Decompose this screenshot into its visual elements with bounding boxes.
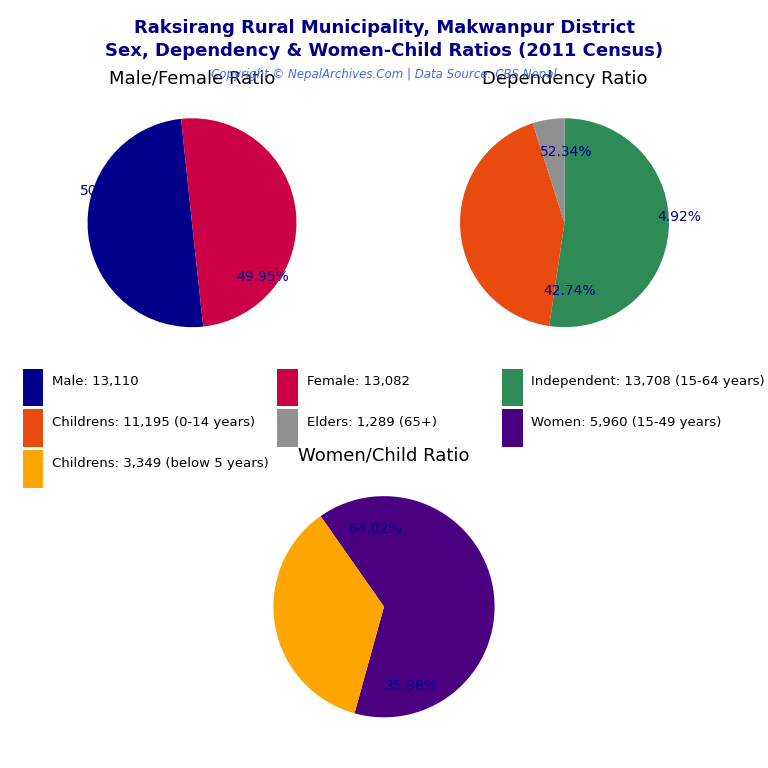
Wedge shape <box>88 119 204 327</box>
Title: Women/Child Ratio: Women/Child Ratio <box>298 446 470 464</box>
Wedge shape <box>460 123 564 326</box>
Text: Raksirang Rural Municipality, Makwanpur District: Raksirang Rural Municipality, Makwanpur … <box>134 19 634 37</box>
Text: 50.05%: 50.05% <box>80 184 133 198</box>
Text: 4.92%: 4.92% <box>657 210 701 224</box>
Text: 49.95%: 49.95% <box>237 270 290 284</box>
Text: 64.02%: 64.02% <box>349 522 402 536</box>
Bar <box>23 450 43 488</box>
Title: Male/Female Ratio: Male/Female Ratio <box>109 70 275 88</box>
Text: 35.98%: 35.98% <box>386 680 438 694</box>
Wedge shape <box>533 118 564 223</box>
Bar <box>23 409 43 447</box>
Bar <box>23 369 43 406</box>
Text: Independent: 13,708 (15-64 years): Independent: 13,708 (15-64 years) <box>531 375 765 388</box>
Text: Copyright © NepalArchives.Com | Data Source: CBS Nepal: Copyright © NepalArchives.Com | Data Sou… <box>211 68 557 81</box>
Wedge shape <box>549 118 669 327</box>
Wedge shape <box>320 496 495 717</box>
Wedge shape <box>273 516 384 713</box>
Bar <box>277 369 298 406</box>
Text: Female: 13,082: Female: 13,082 <box>306 375 409 388</box>
Text: Women: 5,960 (15-49 years): Women: 5,960 (15-49 years) <box>531 416 722 429</box>
Text: Childrens: 11,195 (0-14 years): Childrens: 11,195 (0-14 years) <box>52 416 255 429</box>
Wedge shape <box>181 118 296 326</box>
Text: 42.74%: 42.74% <box>544 283 596 298</box>
Title: Dependency Ratio: Dependency Ratio <box>482 70 647 88</box>
Text: Elders: 1,289 (65+): Elders: 1,289 (65+) <box>306 416 436 429</box>
Bar <box>502 409 522 447</box>
Text: Male: 13,110: Male: 13,110 <box>52 375 139 388</box>
Bar <box>502 369 522 406</box>
Text: 52.34%: 52.34% <box>541 144 593 159</box>
Text: Sex, Dependency & Women-Child Ratios (2011 Census): Sex, Dependency & Women-Child Ratios (20… <box>105 42 663 60</box>
Bar <box>277 409 298 447</box>
Text: Childrens: 3,349 (below 5 years): Childrens: 3,349 (below 5 years) <box>52 457 269 470</box>
